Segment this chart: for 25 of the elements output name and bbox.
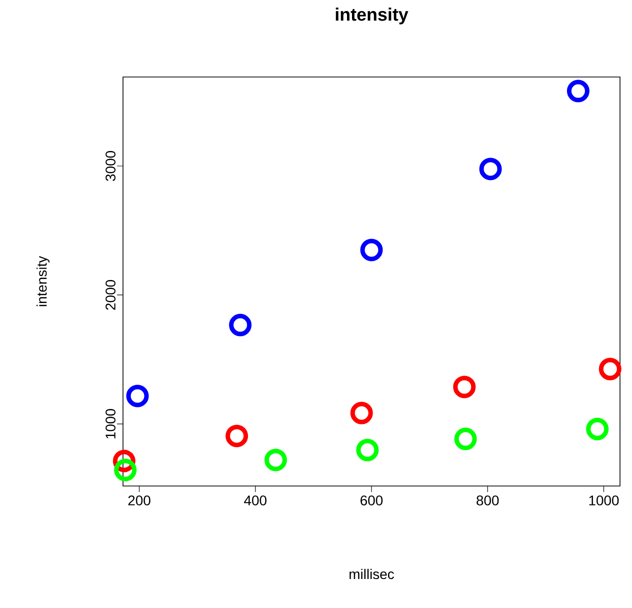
y-tick-label: 1000 bbox=[106, 408, 116, 438]
x-tick-label: 800 bbox=[476, 496, 499, 506]
x-tick-label: 200 bbox=[128, 496, 150, 506]
point bbox=[114, 458, 137, 482]
point bbox=[226, 424, 248, 448]
point bbox=[566, 80, 590, 102]
x-axis-title: millisec bbox=[350, 568, 394, 580]
point bbox=[350, 402, 373, 424]
chart-title: intensity bbox=[336, 8, 408, 24]
y-tick-label: 3000 bbox=[106, 151, 116, 181]
point bbox=[586, 418, 609, 440]
point bbox=[264, 448, 287, 472]
x-tick-label: 1000 bbox=[589, 496, 619, 506]
x-tick-label: 400 bbox=[244, 496, 266, 506]
point bbox=[454, 428, 477, 450]
point bbox=[126, 384, 149, 408]
point bbox=[479, 158, 502, 180]
x-tick-label: 600 bbox=[360, 496, 383, 506]
point bbox=[598, 358, 622, 380]
point bbox=[453, 376, 476, 398]
y-tick-label: 2000 bbox=[106, 280, 116, 310]
y-axis-title: intensity bbox=[36, 256, 50, 306]
point bbox=[229, 314, 252, 336]
point bbox=[360, 238, 383, 262]
point bbox=[356, 438, 379, 462]
